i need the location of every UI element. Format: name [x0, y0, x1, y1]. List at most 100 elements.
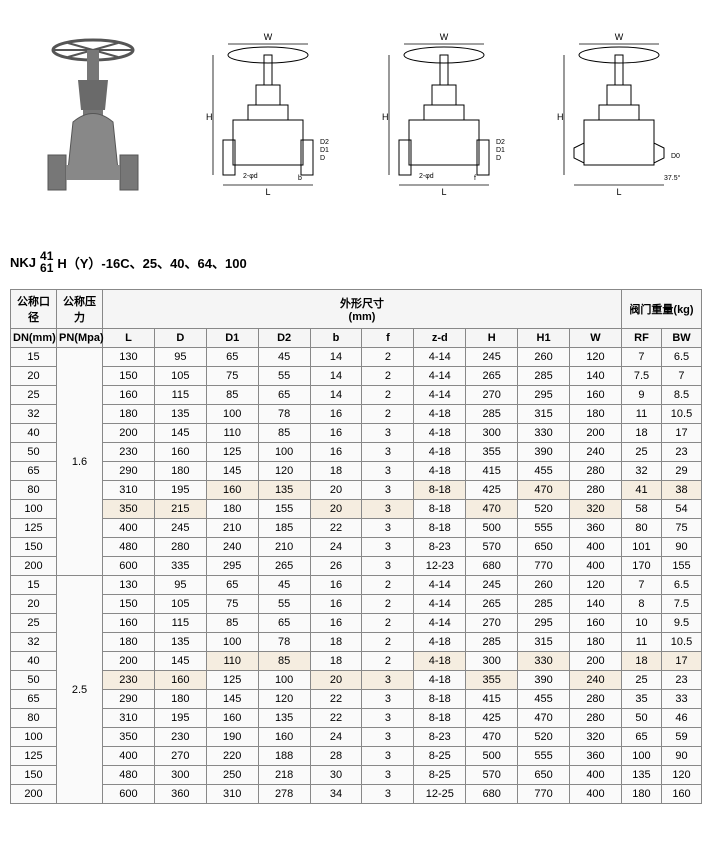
cell-D2: 210 [258, 538, 310, 557]
cell-zd: 8-25 [414, 747, 466, 766]
cell-D: 95 [154, 348, 206, 367]
th-D1: D1 [206, 329, 258, 348]
cell-W: 400 [570, 538, 622, 557]
cell-H: 415 [466, 462, 518, 481]
cell-L: 290 [103, 462, 155, 481]
cell-D1: 310 [206, 785, 258, 804]
cell-b: 20 [310, 500, 362, 519]
cell-D2: 120 [258, 462, 310, 481]
cell-dn: 150 [11, 766, 57, 785]
table-row: 2516011585651624-14270295160109.5 [11, 614, 702, 633]
cell-RF: 170 [621, 557, 661, 576]
cell-D: 95 [154, 576, 206, 595]
cell-f: 2 [362, 405, 414, 424]
cell-W: 120 [570, 576, 622, 595]
cell-H: 570 [466, 766, 518, 785]
cell-H1: 295 [518, 386, 570, 405]
cell-D: 245 [154, 519, 206, 538]
cell-D2: 78 [258, 633, 310, 652]
model-fraction: 41 61 [40, 250, 53, 274]
cell-H: 270 [466, 614, 518, 633]
cell-H1: 260 [518, 576, 570, 595]
cell-W: 320 [570, 728, 622, 747]
cell-D1: 125 [206, 671, 258, 690]
table-row: 1003502301901602438-234705203206559 [11, 728, 702, 747]
cell-b: 30 [310, 766, 362, 785]
cell-D1: 240 [206, 538, 258, 557]
cell-D1: 85 [206, 614, 258, 633]
cell-D2: 100 [258, 443, 310, 462]
cell-H: 415 [466, 690, 518, 709]
cell-D1: 190 [206, 728, 258, 747]
cell-L: 230 [103, 443, 155, 462]
cell-BW: 7.5 [661, 595, 701, 614]
cell-b: 24 [310, 728, 362, 747]
cell-zd: 4-14 [414, 614, 466, 633]
svg-text:H: H [382, 112, 389, 122]
cell-L: 200 [103, 424, 155, 443]
model-suffix: H（Y）-16C、25、40、64、100 [57, 253, 246, 272]
cell-D: 160 [154, 443, 206, 462]
cell-H1: 390 [518, 443, 570, 462]
cell-dn: 50 [11, 443, 57, 462]
cell-dn: 25 [11, 614, 57, 633]
svg-text:W: W [440, 32, 449, 42]
cell-b: 18 [310, 633, 362, 652]
cell-W: 140 [570, 367, 622, 386]
cell-H: 680 [466, 785, 518, 804]
cell-dn: 50 [11, 671, 57, 690]
cell-W: 200 [570, 424, 622, 443]
cell-zd: 8-18 [414, 500, 466, 519]
cell-dn: 125 [11, 519, 57, 538]
cell-RF: 180 [621, 785, 661, 804]
cell-D1: 160 [206, 481, 258, 500]
svg-text:H: H [206, 112, 213, 122]
cell-D2: 135 [258, 709, 310, 728]
svg-text:2-φd: 2-φd [419, 173, 434, 180]
table-row: 32180135100781624-182853151801110.5 [11, 405, 702, 424]
cell-BW: 46 [661, 709, 701, 728]
cell-L: 230 [103, 671, 155, 690]
cell-dn: 200 [11, 785, 57, 804]
cell-W: 400 [570, 766, 622, 785]
cell-RF: 25 [621, 671, 661, 690]
cell-L: 180 [103, 633, 155, 652]
svg-text:b: b [298, 175, 302, 182]
cell-W: 240 [570, 671, 622, 690]
cell-D: 230 [154, 728, 206, 747]
cell-BW: 7 [661, 367, 701, 386]
cell-D2: 85 [258, 652, 310, 671]
cell-H1: 470 [518, 709, 570, 728]
cell-BW: 155 [661, 557, 701, 576]
cell-BW: 10.5 [661, 405, 701, 424]
svg-text:D2: D2 [496, 139, 505, 146]
cell-D: 195 [154, 481, 206, 500]
cell-W: 280 [570, 481, 622, 500]
cell-D1: 160 [206, 709, 258, 728]
cell-L: 180 [103, 405, 155, 424]
cell-f: 3 [362, 690, 414, 709]
cell-pn: 1.6 [57, 348, 103, 576]
cell-H1: 285 [518, 595, 570, 614]
cell-D2: 45 [258, 576, 310, 595]
cell-D: 135 [154, 633, 206, 652]
valve-drawing-1: W L D D1 D2 H b 2-φd [186, 30, 352, 210]
cell-b: 16 [310, 576, 362, 595]
cell-H1: 455 [518, 462, 570, 481]
cell-D: 160 [154, 671, 206, 690]
cell-H1: 455 [518, 690, 570, 709]
cell-D: 115 [154, 614, 206, 633]
cell-D1: 295 [206, 557, 258, 576]
cell-dn: 80 [11, 481, 57, 500]
cell-dn: 125 [11, 747, 57, 766]
cell-dn: 40 [11, 652, 57, 671]
model-label: NKJ 41 61 H（Y）-16C、25、40、64、100 [10, 250, 702, 274]
cell-zd: 8-18 [414, 709, 466, 728]
cell-D1: 145 [206, 690, 258, 709]
table-row: 2516011585651424-1427029516098.5 [11, 386, 702, 405]
th-z-d: z-d [414, 329, 466, 348]
svg-text:D: D [496, 155, 501, 162]
cell-H: 470 [466, 500, 518, 519]
cell-H1: 315 [518, 405, 570, 424]
cell-RF: 18 [621, 652, 661, 671]
